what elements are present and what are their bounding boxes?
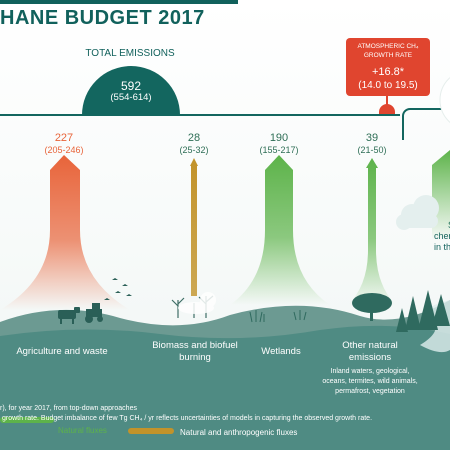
biomass-value: 28 (187, 132, 201, 144)
other-natural-range: (21-50) (357, 145, 387, 155)
sink-partial-line3: in the (434, 242, 450, 252)
atmospheric-growth-marker (379, 104, 395, 114)
tractor-icon (85, 303, 103, 323)
landscape-foreground (0, 325, 450, 450)
atmospheric-growth-pointer (386, 96, 388, 106)
biomass-range: (25-32) (179, 145, 209, 155)
legend-natural-label: Natural fluxes (58, 426, 107, 435)
biomass-label: Biomass and biofuel burning (140, 340, 250, 364)
other-natural-detail-line1: Inland waters, geological, (330, 368, 410, 375)
other-natural-detail-line3: permafrost, vegetation (335, 388, 405, 395)
wetland-grass-icon (249, 310, 307, 323)
footnote-line2: growth rate. Budget imbalance of few Tg … (2, 415, 373, 422)
cloud-icon (396, 195, 439, 230)
atmospheric-growth-range: (14.0 to 19.5) (358, 80, 418, 91)
wetlands-label: Wetlands (261, 346, 301, 357)
agriculture-range: (205-246) (44, 145, 84, 155)
page-title: HANE BUDGET 2017 (0, 7, 205, 29)
biomass-label-line1: Biomass and biofuel (152, 340, 238, 351)
wetlands-value: 190 (269, 132, 289, 144)
other-natural-detail: Inland waters, geological, oceans, termi… (312, 367, 428, 397)
total-emissions-value: 592 (120, 79, 142, 93)
other-natural-flux-arrow (348, 158, 396, 305)
agriculture-flux-arrow (0, 155, 130, 310)
birds-icon (104, 278, 132, 300)
other-natural-label-line1: Other natural (342, 340, 398, 351)
emissions-baseline (0, 114, 400, 116)
other-natural-label-line2: emissions (348, 352, 392, 363)
other-natural-detail-line2: oceans, termites, wild animals, (322, 378, 418, 385)
agriculture-label: Agriculture and waste (16, 346, 108, 357)
other-natural-label: Other natural emissions (320, 340, 420, 364)
wetlands-flux-arrow (230, 155, 330, 305)
cow-icon (58, 307, 80, 324)
total-emissions-label: TOTAL EMISSIONS (85, 48, 175, 59)
atmospheric-growth-label: ATMOSPHERIC CH₄ GROWTH RATE (346, 42, 430, 60)
title-bar (0, 0, 238, 4)
atmospheric-growth-label-line1: ATMOSPHERIC CH₄ (357, 43, 419, 50)
footnote-line1: r), for year 2017, from top-down approac… (0, 405, 137, 412)
total-emissions-range: (554-614) (110, 92, 152, 103)
tree-icon (352, 293, 392, 321)
forest-icon (396, 290, 450, 332)
sink-arrow-curve (402, 108, 450, 140)
atmospheric-growth-label-line2: GROWTH RATE (363, 52, 413, 59)
legend-natural-swatch (0, 417, 54, 423)
legend-mixed-swatch (128, 428, 174, 434)
atmospheric-growth-box (346, 38, 430, 96)
agriculture-value: 227 (54, 132, 74, 144)
biomass-flux-arrow (190, 158, 198, 296)
wetlands-range: (155-217) (259, 145, 299, 155)
atmospheric-growth-value: +16.8* (371, 66, 405, 78)
sun-icon (439, 76, 450, 124)
biomass-label-line2: burning (179, 352, 211, 363)
other-natural-value: 39 (365, 132, 379, 144)
legend-mixed-label: Natural and anthropogenic fluxes (180, 428, 298, 437)
smoke-icon (178, 292, 216, 314)
